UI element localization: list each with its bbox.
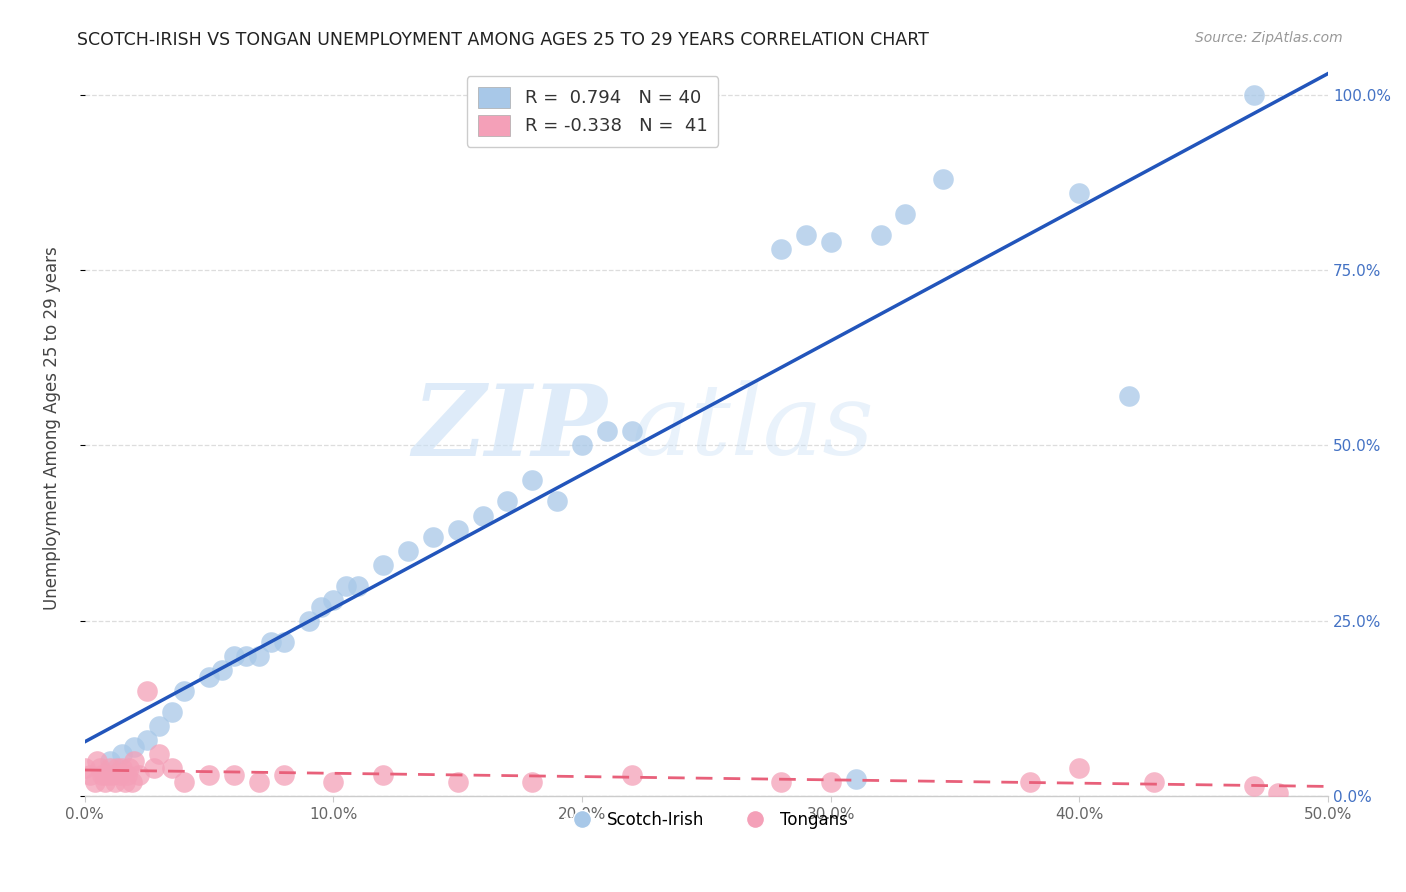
Point (211, 663, 233, 677)
Point (98, 761, 121, 775)
Point (309, 599, 332, 614)
Point (297, 614, 319, 628)
Point (198, 670, 221, 684)
Point (447, 775, 470, 789)
Point (522, 775, 544, 789)
Point (396, 543, 419, 558)
Text: Source: ZipAtlas.com: Source: ZipAtlas.com (1195, 31, 1343, 45)
Point (447, 523, 470, 537)
Point (1143, 775, 1166, 789)
Point (111, 761, 134, 775)
Point (1069, 186, 1091, 200)
Point (496, 494, 519, 508)
Point (143, 761, 166, 775)
Point (273, 634, 295, 648)
Point (931, 171, 953, 186)
Point (770, 242, 793, 256)
Point (111, 747, 134, 761)
Point (894, 207, 917, 221)
Point (124, 739, 146, 754)
Point (571, 438, 593, 452)
Point (108, 768, 131, 782)
Point (1243, 779, 1265, 793)
Point (89, 761, 111, 775)
Point (247, 648, 270, 663)
Point (118, 761, 141, 775)
Point (471, 508, 494, 523)
Point (222, 768, 245, 782)
Point (260, 634, 283, 648)
Point (1267, 786, 1289, 800)
Point (101, 768, 124, 782)
Point (148, 719, 170, 733)
Point (322, 592, 344, 607)
Point (160, 761, 183, 775)
Point (148, 747, 170, 761)
Point (522, 474, 544, 488)
Text: SCOTCH-IRISH VS TONGAN UNEMPLOYMENT AMONG AGES 25 TO 29 YEARS CORRELATION CHART: SCOTCH-IRISH VS TONGAN UNEMPLOYMENT AMON… (77, 31, 929, 49)
Point (620, 425, 643, 439)
Point (1069, 761, 1091, 775)
Point (222, 648, 245, 663)
Point (869, 227, 891, 242)
Point (770, 775, 793, 789)
Point (322, 775, 344, 789)
Point (235, 648, 257, 663)
Point (96, 768, 118, 782)
Point (105, 761, 128, 775)
Point (121, 775, 143, 789)
Text: atlas: atlas (631, 380, 875, 475)
Y-axis label: Unemployment Among Ages 25 to 29 years: Unemployment Among Ages 25 to 29 years (44, 246, 60, 610)
Point (335, 579, 357, 593)
Point (546, 494, 568, 508)
Point (98, 754, 121, 768)
Point (820, 235, 842, 249)
Point (373, 768, 395, 782)
Point (83, 775, 105, 789)
Point (91, 768, 114, 782)
Point (794, 227, 817, 242)
Point (135, 684, 157, 698)
Point (124, 754, 146, 768)
Point (160, 705, 183, 719)
Point (198, 768, 221, 782)
Point (247, 775, 270, 789)
Legend: Scotch-Irish, Tongans: Scotch-Irish, Tongans (558, 805, 853, 836)
Point (114, 775, 136, 789)
Point (596, 425, 619, 439)
Point (1018, 775, 1040, 789)
Point (128, 768, 150, 782)
Point (103, 775, 125, 789)
Point (173, 684, 195, 698)
Point (135, 733, 157, 747)
Point (620, 768, 643, 782)
Point (86, 754, 108, 768)
Point (373, 558, 395, 572)
Point (73, 761, 96, 775)
Point (93, 775, 115, 789)
Point (820, 775, 842, 789)
Point (273, 768, 295, 782)
Point (1243, 87, 1265, 102)
Text: ZIP: ZIP (412, 380, 607, 476)
Point (173, 775, 195, 789)
Point (422, 530, 444, 544)
Point (347, 579, 370, 593)
Point (1118, 389, 1140, 403)
Point (845, 772, 868, 786)
Point (79, 768, 101, 782)
Point (115, 768, 138, 782)
